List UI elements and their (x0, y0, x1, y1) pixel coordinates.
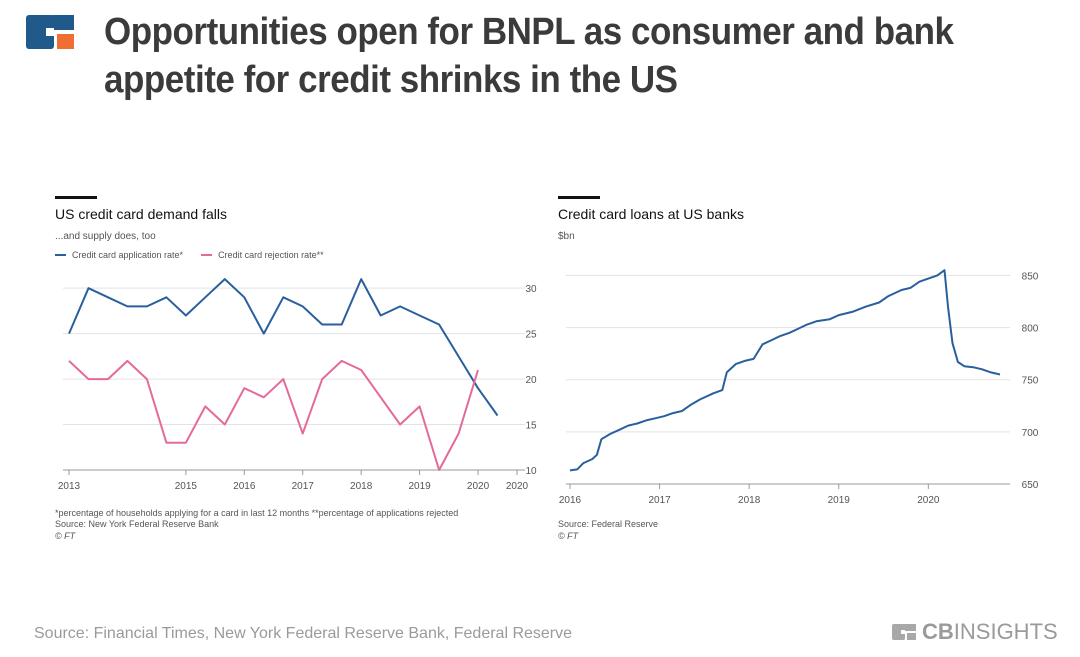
series-line-loans (569, 269, 1001, 472)
left-source: Source: New York Federal Reserve Bank (55, 519, 219, 529)
y-tick-label: 20 (525, 375, 537, 386)
cb-insights-small-logo-icon (892, 624, 916, 640)
title-rule (55, 196, 97, 199)
x-tick-label: 2017 (648, 495, 671, 506)
title-rule (558, 196, 600, 199)
right-chart-panel: Credit card loans at US banks $bn (558, 196, 1040, 242)
cb-insights-logo-icon (26, 15, 74, 49)
right-source: Source: Federal Reserve (558, 519, 659, 529)
brand-wordmark: CBINSIGHTS (892, 619, 1058, 645)
series-line-1 (68, 359, 479, 471)
left-chart-panel: US credit card demand falls ...and suppl… (55, 196, 545, 260)
left-line-chart: 10 15 20 25 30 2013 2015 2016 2017 2018 2019 2020 20… (58, 278, 537, 492)
x-tick-label: 2017 (292, 481, 315, 492)
y-tick-label: 700 (1022, 428, 1039, 439)
x-tick-label: 2019 (408, 481, 431, 492)
x-tick-label: 2020 (506, 481, 529, 492)
left-chart-subtitle: ...and supply does, too (55, 231, 156, 242)
right-chart-unit: $bn (558, 231, 575, 242)
brand-insights: INSIGHTS (953, 619, 1058, 644)
left-footnote: *percentage of households applying for a… (55, 508, 459, 518)
page-title: Opportunities open for BNPL as consumer … (104, 11, 954, 101)
legend-label-application: Credit card application rate* (72, 250, 184, 260)
brand-cb: CB (922, 619, 954, 644)
legend-swatch-pink (201, 254, 213, 256)
y-tick-label: 25 (525, 330, 537, 341)
y-tick-label: 10 (525, 466, 537, 477)
legend-item-rejection: Credit card rejection rate** (201, 250, 324, 260)
y-tick-label: 650 (1022, 480, 1039, 491)
x-tick-label: 2013 (58, 481, 81, 492)
y-tick-label: 15 (525, 421, 537, 432)
legend-item-application: Credit card application rate* (55, 250, 183, 260)
x-tick-label: 2015 (175, 481, 198, 492)
right-line-chart: 650 700 750 800 850 2016 2017 2018 2019 2020 (559, 269, 1039, 506)
y-tick-label: 750 (1022, 376, 1039, 387)
y-tick-label: 800 (1022, 324, 1039, 335)
x-tick-label: 2016 (559, 495, 582, 506)
x-tick-label: 2020 (467, 481, 490, 492)
x-tick-label: 2018 (738, 495, 761, 506)
y-tick-label: 30 (525, 284, 537, 295)
legend-swatch-blue (55, 254, 66, 256)
y-tick-label: 850 (1022, 271, 1039, 282)
right-copyright: © FT (558, 531, 579, 541)
left-chart-legend: Credit card application rate* Credit car… (55, 250, 545, 260)
right-chart-title: Credit card loans at US banks (558, 206, 744, 222)
x-tick-label: 2020 (917, 495, 940, 506)
legend-label-rejection: Credit card rejection rate** (218, 250, 324, 260)
series-line-0 (68, 278, 499, 417)
x-tick-label: 2019 (828, 495, 851, 506)
left-copyright: © FT (55, 531, 76, 541)
left-chart-title: US credit card demand falls (55, 206, 227, 222)
x-tick-label: 2016 (233, 481, 256, 492)
footer-source: Source: Financial Times, New York Federa… (34, 625, 573, 642)
x-tick-label: 2018 (350, 481, 373, 492)
